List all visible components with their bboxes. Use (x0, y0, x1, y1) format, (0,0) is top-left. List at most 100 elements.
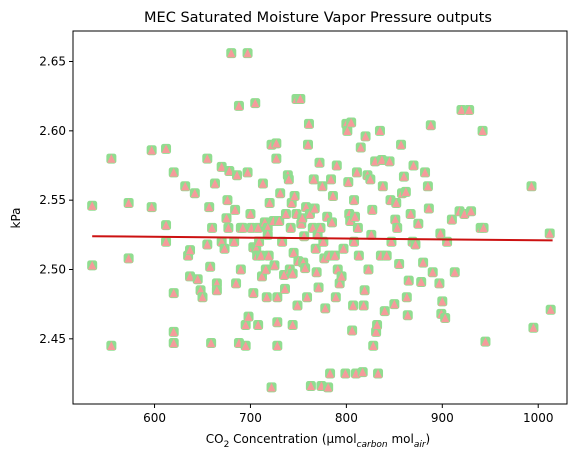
data-point (336, 271, 347, 282)
data-point (272, 292, 283, 303)
data-point (480, 336, 491, 347)
data-point (528, 322, 539, 333)
points-layer (87, 48, 556, 393)
data-point (477, 125, 488, 136)
x-tick-label: 1000 (523, 411, 554, 425)
data-point (197, 292, 208, 303)
data-point (423, 203, 434, 214)
data-point (358, 300, 369, 311)
data-point (300, 263, 311, 274)
data-point (292, 300, 303, 311)
data-point (231, 278, 242, 289)
data-point (323, 382, 334, 393)
y-tick-label: 2.60 (39, 124, 66, 138)
data-point (359, 285, 370, 296)
data-point (209, 178, 220, 189)
data-point (376, 154, 387, 165)
data-point (401, 292, 412, 303)
data-point (302, 292, 313, 303)
data-point (434, 278, 445, 289)
data-point (123, 197, 134, 208)
data-point (269, 260, 280, 271)
data-point (207, 222, 218, 233)
data-point (392, 222, 403, 233)
data-point (235, 264, 246, 275)
data-point (314, 157, 325, 168)
data-point (161, 220, 172, 231)
data-point (347, 325, 358, 336)
data-point (211, 285, 222, 296)
data-point (248, 288, 259, 299)
y-tick-label: 2.50 (39, 262, 66, 276)
data-point (185, 245, 196, 256)
data-point (309, 203, 320, 214)
data-point (242, 167, 253, 178)
data-point (403, 275, 414, 286)
data-point (168, 326, 179, 337)
chart-title: MEC Saturated Moisture Vapor Pressure ou… (144, 10, 492, 26)
data-point (180, 181, 191, 192)
data-point (413, 218, 424, 229)
data-point (372, 319, 383, 330)
data-point (233, 100, 244, 111)
data-point (206, 337, 217, 348)
data-point (313, 282, 324, 293)
data-point (256, 250, 267, 261)
data-point (168, 167, 179, 178)
data-point (299, 231, 310, 242)
data-point (192, 274, 203, 285)
data-point (308, 174, 319, 185)
data-point (427, 267, 438, 278)
data-point (420, 167, 431, 178)
data-point (226, 48, 237, 59)
data-point (240, 340, 251, 351)
data-point (254, 236, 265, 247)
data-point (357, 367, 368, 378)
data-point (350, 211, 361, 222)
trend-layer (92, 235, 553, 242)
data-point (274, 215, 285, 226)
x-tick-label: 900 (431, 411, 454, 425)
data-point (168, 337, 179, 348)
data-point (264, 197, 275, 208)
data-point (146, 202, 157, 213)
data-point (398, 171, 409, 182)
data-point (232, 170, 243, 181)
trend-line (92, 235, 553, 242)
data-point (261, 292, 272, 303)
data-point (223, 222, 234, 233)
data-point (204, 202, 215, 213)
data-point (526, 181, 537, 192)
data-point (315, 222, 326, 233)
data-point (280, 209, 291, 220)
data-point (263, 250, 274, 261)
y-tick-label: 2.65 (39, 55, 66, 69)
data-point (271, 138, 282, 149)
data-point (272, 317, 283, 328)
data-point (224, 166, 235, 177)
data-point (396, 139, 407, 150)
data-point (146, 145, 157, 156)
data-point (285, 222, 296, 233)
data-point (310, 243, 321, 254)
data-point (305, 380, 316, 391)
data-point (205, 261, 216, 272)
data-point (185, 271, 196, 282)
data-point (240, 319, 251, 330)
data-point (478, 222, 489, 233)
data-point (544, 228, 555, 239)
data-point (367, 204, 378, 215)
data-point (320, 303, 331, 314)
data-point (437, 296, 448, 307)
data-point (446, 214, 457, 225)
data-point (442, 236, 453, 247)
data-point (216, 161, 227, 172)
data-point (327, 191, 338, 202)
y-axis-label: kPa (9, 208, 23, 229)
data-point (330, 292, 341, 303)
data-point (464, 105, 475, 116)
data-point (400, 186, 411, 197)
data-point (253, 319, 264, 330)
data-point (245, 209, 256, 220)
y-axis: 2.45 2.50 2.55 2.60 2.65 (39, 55, 73, 346)
